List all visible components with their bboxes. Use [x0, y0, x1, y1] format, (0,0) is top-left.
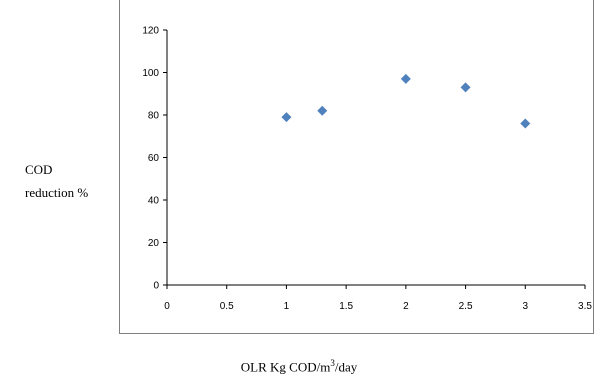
- y-axis-label-line2: reduction %: [25, 185, 89, 200]
- x-tick-label: 2: [403, 301, 409, 312]
- x-axis-label: OLR Kg COD/m3/day: [0, 358, 598, 375]
- x-axis-label-prefix: OLR Kg COD/m: [240, 359, 331, 375]
- y-tick-label: 100: [142, 68, 159, 79]
- y-tick-label: 60: [148, 153, 160, 164]
- x-tick-label: 1.5: [339, 301, 353, 312]
- x-tick-label: 0.5: [220, 301, 234, 312]
- y-tick-label: 80: [148, 111, 160, 122]
- chart-frame: [119, 0, 594, 334]
- y-tick-label: 0: [153, 281, 159, 292]
- y-tick-label: 20: [148, 238, 160, 249]
- y-axis-label-line1: COD: [25, 162, 53, 177]
- data-point: [281, 112, 292, 123]
- x-tick-label: 3: [523, 301, 529, 312]
- x-axis-label-suffix: /day: [334, 359, 358, 375]
- x-tick-label: 2.5: [459, 301, 473, 312]
- data-point: [460, 82, 471, 93]
- y-tick-labels: 0 20 40 60 80 100 120: [142, 26, 159, 292]
- data-point: [400, 73, 411, 84]
- y-tick-label: 40: [148, 196, 160, 207]
- axes: [163, 29, 586, 289]
- data-points: [281, 73, 531, 129]
- x-tick-label: 0: [164, 301, 170, 312]
- x-tick-label: 1: [284, 301, 290, 312]
- data-point: [520, 118, 531, 129]
- data-point: [317, 105, 328, 116]
- x-tick-label: 3.5: [578, 301, 592, 312]
- y-tick-label: 120: [142, 26, 159, 37]
- x-tick-labels: 0 0.5 1 1.5 2 2.5 3 3.5: [164, 301, 592, 312]
- x-axis-label-superscript: 3: [330, 358, 335, 368]
